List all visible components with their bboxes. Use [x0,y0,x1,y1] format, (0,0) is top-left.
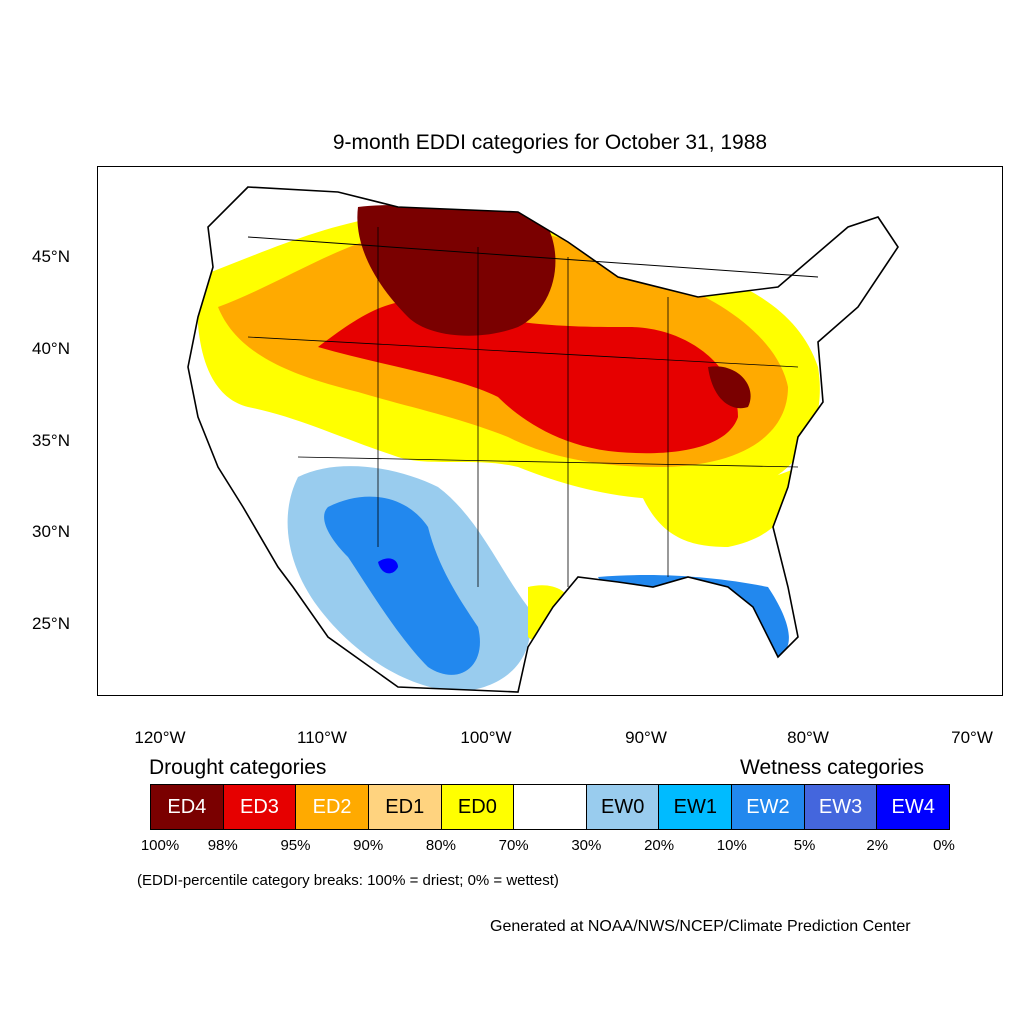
lat-tick-label: 45°N [32,247,70,266]
legend-break-label: 30% [571,837,602,854]
wetness-heading: Wetness categories [740,756,925,779]
legend-break-label: 95% [280,837,311,854]
legend-break-label: 80% [425,837,456,854]
lon-tick-label: 100°W [460,728,512,747]
legend-category-box: ED2 [295,784,369,830]
lat-tick-label: 25°N [32,614,70,633]
state-line [297,456,799,468]
us-outline [187,186,899,693]
legend-break-label: 5% [793,837,816,854]
lat-tick-label: 35°N [32,431,70,450]
legend-category-box: EW0 [585,784,660,830]
legend-category-box: ED0 [440,784,515,830]
credit-text: Generated at NOAA/NWS/NCEP/Climate Predi… [490,918,911,935]
legend-break-label: 10% [716,837,747,854]
legend-category-box: ED3 [222,784,297,830]
legend-category-box: ED1 [367,784,442,830]
legend-break-label: 100% [140,837,180,854]
lon-tick-label: 80°W [787,728,829,747]
lon-tick-label: 90°W [625,728,667,747]
legend-break-label: 2% [866,837,889,854]
legend-category-box: ED4 [150,784,224,830]
map-frame [97,166,1003,696]
legend-category-box: EW2 [731,784,805,830]
lon-tick-label: 120°W [134,728,186,747]
canada-border [247,236,819,278]
legend-break-label: 70% [498,837,529,854]
lon-tick-label: 70°W [951,728,993,747]
map-title: 9-month EDDI categories for October 31, … [332,131,768,154]
legend-category-box: EW3 [803,784,878,830]
lon-tick-label: 110°W [297,728,347,747]
legend-category-box: EW4 [876,784,951,830]
legend-break-label: 0% [933,837,955,854]
legend-category-box [513,784,587,830]
legend-break-label: 98% [207,837,238,854]
legend-break-label: 90% [353,837,384,854]
legend-category-box: EW1 [658,784,733,830]
legend-color-bar: ED4 ED3 ED2 ED1 ED0 EW0 EW1 EW2 EW3 EW4 [150,784,951,830]
legend-note: (EDDI-percentile category breaks: 100% =… [137,872,559,889]
eddi-map [187,186,899,693]
eddi-shading [188,187,898,692]
legend-break-label: 20% [644,837,675,854]
state-line [247,336,799,368]
lat-tick-label: 30°N [32,522,70,541]
lat-tick-label: 40°N [32,339,70,358]
drought-heading: Drought categories [149,756,327,779]
